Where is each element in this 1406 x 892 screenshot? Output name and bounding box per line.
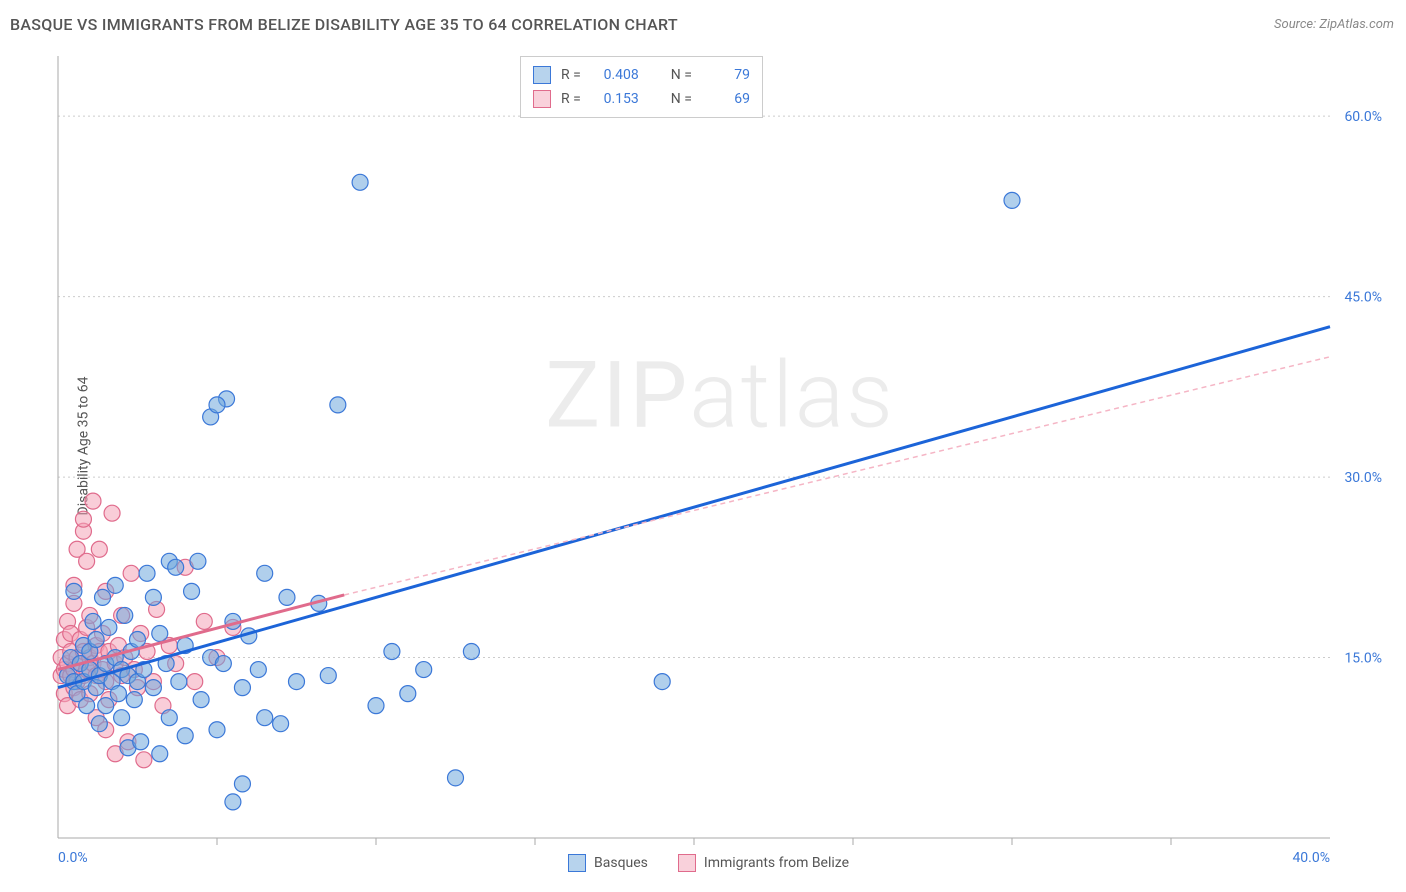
swatch-icon bbox=[533, 90, 551, 108]
r-label: R = bbox=[561, 67, 581, 83]
legend-row: R = 0.408 N = 79 bbox=[533, 63, 750, 87]
svg-text:60.0%: 60.0% bbox=[1344, 109, 1382, 125]
page-title: BASQUE VS IMMIGRANTS FROM BELIZE DISABIL… bbox=[10, 15, 678, 34]
svg-text:40.0%: 40.0% bbox=[1292, 850, 1330, 866]
n-value: 69 bbox=[702, 91, 750, 107]
swatch-icon bbox=[678, 854, 696, 872]
legend-label: Immigrants from Belize bbox=[704, 855, 849, 871]
svg-text:0.0%: 0.0% bbox=[58, 850, 88, 866]
legend-item: Basques bbox=[568, 854, 648, 872]
legend-row: R = 0.153 N = 69 bbox=[533, 87, 750, 111]
swatch-icon bbox=[533, 66, 551, 84]
correlation-legend: R = 0.408 N = 79 R = 0.153 N = 69 bbox=[520, 56, 763, 118]
r-value: 0.153 bbox=[591, 91, 639, 107]
n-label: N = bbox=[671, 91, 692, 107]
scatter-chart: 15.0% 30.0% 45.0% 60.0% 0.0% 40.0% bbox=[50, 48, 1390, 878]
n-label: N = bbox=[671, 67, 692, 83]
r-value: 0.408 bbox=[591, 67, 639, 83]
svg-text:30.0%: 30.0% bbox=[1344, 470, 1382, 486]
r-label: R = bbox=[561, 91, 581, 107]
chart-area: 15.0%30.0%45.0%60.0%0.0%40.0% R = 0.408 … bbox=[50, 48, 1390, 838]
svg-text:15.0%: 15.0% bbox=[1344, 651, 1382, 667]
swatch-icon bbox=[568, 854, 586, 872]
source-label: Source: ZipAtlas.com bbox=[1274, 17, 1394, 32]
svg-text:45.0%: 45.0% bbox=[1344, 290, 1382, 306]
legend-label: Basques bbox=[594, 855, 648, 871]
n-value: 79 bbox=[702, 67, 750, 83]
series-legend: Basques Immigrants from Belize bbox=[568, 854, 849, 872]
legend-item: Immigrants from Belize bbox=[678, 854, 849, 872]
